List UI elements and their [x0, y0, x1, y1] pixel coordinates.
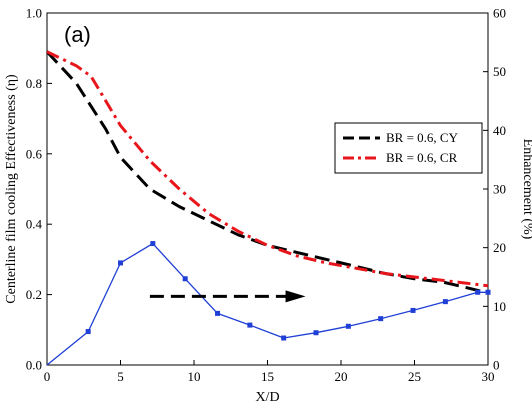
- x-tick-label-4: 20: [335, 369, 348, 384]
- series-point-2-12: [442, 299, 448, 305]
- series-point-2-6: [247, 322, 253, 328]
- series-point-2-3: [150, 241, 156, 247]
- y-tick-label-1: 0.2: [26, 287, 42, 302]
- series-point-2-2: [118, 260, 123, 266]
- series-point-2-1: [85, 329, 91, 335]
- legend-label-cr: BR = 0.6, CR: [386, 150, 458, 165]
- y-tick-label-3: 0.6: [26, 146, 43, 161]
- series-point-2-4: [182, 276, 188, 282]
- x-tick-label-3: 15: [261, 369, 274, 384]
- x-tick-label-2: 10: [188, 369, 201, 384]
- y-tick-label-5: 1.0: [26, 6, 42, 21]
- x-tick-label-5: 25: [408, 369, 421, 384]
- x-tick-label-1: 5: [117, 369, 124, 384]
- y2-tick-label-6: 60: [493, 6, 506, 21]
- y-tick-label-0: 0.0: [26, 358, 42, 373]
- y-tick-label-2: 0.4: [26, 217, 43, 232]
- series-point-2-8: [313, 330, 319, 336]
- panel-label: (a): [64, 22, 91, 47]
- series-line-1: [46, 50, 489, 288]
- y2-tick-label-2: 20: [493, 240, 506, 255]
- y2-tick-label-0: 0: [493, 358, 500, 373]
- legend: BR = 0.6, CY BR = 0.6, CR: [334, 122, 483, 174]
- series-line-2: [46, 242, 488, 366]
- ticks: 0 5 10 15 20 25 30 0.0 0.2 0.4 0.6 0.8 1.0 0 10 20 30 40 5…: [26, 6, 506, 385]
- series-point-2-13: [475, 289, 481, 295]
- series-point-2-7: [281, 335, 287, 341]
- plot-frame: [46, 12, 489, 366]
- y-tick-label-4: 0.8: [26, 76, 42, 91]
- series-point-2-5: [215, 310, 221, 316]
- series-point-2-11: [410, 307, 416, 313]
- y2-tick-label-3: 30: [493, 182, 506, 197]
- series-layer: [45, 50, 491, 366]
- series-point-2-9: [345, 323, 351, 329]
- x-axis-title: X/D: [255, 390, 279, 405]
- x-tick-label-0: 0: [44, 369, 51, 384]
- annotation-arrow-head: [285, 290, 306, 303]
- y2-tick-label-5: 50: [493, 64, 506, 79]
- y-axis-title: Centerline film cooling Effectiveness (η…: [4, 74, 19, 304]
- annotation-layer: [149, 290, 306, 303]
- y2-axis-title: Enhancement (%): [520, 139, 532, 240]
- y2-tick-label-4: 40: [493, 123, 506, 138]
- legend-label-cy: BR = 0.6, CY: [386, 130, 459, 145]
- series-point-2-14: [485, 289, 491, 295]
- series-line-0: [45, 50, 489, 295]
- legend-box: [334, 122, 483, 174]
- x-tick-label-6: 30: [482, 369, 495, 384]
- series-point-2-10: [378, 316, 384, 322]
- y2-tick-label-1: 10: [493, 299, 506, 314]
